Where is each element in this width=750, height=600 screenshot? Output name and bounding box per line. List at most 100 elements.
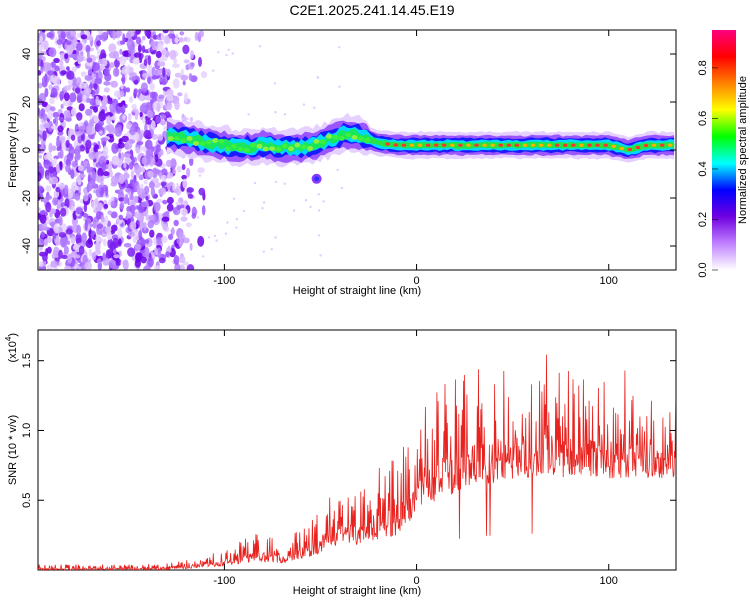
noise-blob bbox=[181, 174, 187, 180]
ridge-peak bbox=[421, 142, 428, 148]
ridge-peak bbox=[250, 142, 256, 148]
colorbar-label: Normalized spectral amplitude bbox=[737, 76, 749, 224]
noise-blob bbox=[162, 30, 169, 34]
noise-blob bbox=[166, 196, 174, 205]
noise-blob bbox=[121, 135, 129, 143]
noise-blob bbox=[72, 254, 81, 259]
noise-blob bbox=[137, 44, 142, 53]
ridge-max bbox=[563, 143, 568, 147]
noise-blob bbox=[118, 102, 123, 108]
noise-blob bbox=[50, 125, 58, 130]
noise-blob bbox=[161, 216, 170, 222]
noise-blob bbox=[78, 245, 85, 255]
noise-blob bbox=[128, 114, 131, 122]
noise-blob bbox=[149, 82, 155, 91]
ridge-max bbox=[660, 143, 665, 147]
noise-blob bbox=[76, 112, 83, 121]
noise-blob bbox=[63, 85, 72, 91]
noise-blob bbox=[148, 181, 155, 189]
noise-blob bbox=[144, 30, 150, 37]
noise-blob bbox=[83, 203, 88, 213]
noise-dot bbox=[198, 174, 202, 177]
noise-blob bbox=[82, 93, 87, 103]
noise-blob bbox=[93, 115, 100, 123]
svg-text:(x104): (x104) bbox=[4, 333, 19, 363]
noise-blob bbox=[191, 212, 197, 219]
noise-dot bbox=[316, 76, 319, 79]
noise-blob bbox=[47, 109, 53, 120]
noise-blob bbox=[79, 82, 87, 89]
noise-blob bbox=[161, 235, 168, 244]
noise-blob bbox=[166, 159, 172, 168]
noise-blob bbox=[145, 119, 153, 125]
noise-blob bbox=[162, 199, 168, 205]
noise-blob bbox=[113, 254, 120, 259]
noise-blob bbox=[187, 193, 194, 199]
noise-blob bbox=[119, 48, 123, 55]
noise-blob bbox=[176, 165, 182, 173]
noise-blob bbox=[64, 184, 69, 195]
colorbar-tick-label: 0.8 bbox=[697, 60, 709, 75]
noise-blob bbox=[48, 84, 53, 90]
noise-blob bbox=[123, 162, 127, 169]
ridge-max bbox=[643, 143, 649, 148]
noise-blob bbox=[65, 139, 70, 148]
noise-blob bbox=[117, 228, 123, 239]
noise-blob bbox=[66, 44, 74, 55]
noise-blob bbox=[189, 157, 194, 167]
noise-blob bbox=[62, 99, 70, 107]
noise-blob bbox=[108, 126, 116, 135]
noise-blob bbox=[44, 87, 49, 98]
noise-blob bbox=[174, 72, 182, 78]
noise-blob bbox=[158, 94, 165, 99]
noise-blob bbox=[183, 181, 188, 189]
noise-blob bbox=[104, 215, 109, 226]
noise-blob bbox=[46, 152, 52, 160]
ridge-max bbox=[458, 143, 463, 147]
noise-blob bbox=[38, 43, 42, 55]
spectrogram-ytick-label: 0 bbox=[21, 147, 33, 153]
noise-blob bbox=[186, 187, 194, 193]
noise-blob bbox=[110, 211, 118, 219]
noise-blob bbox=[118, 238, 122, 247]
noise-blob bbox=[53, 223, 59, 234]
noise-blob bbox=[113, 249, 117, 255]
noise-blob bbox=[56, 39, 63, 45]
noise-blob bbox=[142, 35, 146, 41]
noise-blob bbox=[110, 175, 119, 185]
ridge-max bbox=[450, 143, 455, 147]
noise-blob bbox=[50, 74, 54, 83]
spectrogram-ytick-label: -20 bbox=[21, 190, 33, 206]
noise-blob bbox=[176, 204, 182, 211]
spectrogram-xtick-label: -100 bbox=[213, 275, 235, 287]
noise-dot bbox=[283, 182, 286, 185]
noise-blob bbox=[186, 264, 195, 270]
noise-blob bbox=[95, 242, 101, 253]
noise-blob bbox=[78, 125, 86, 133]
noise-blob bbox=[78, 173, 86, 179]
colorbar: 0.0 0.2 0.4 0.6 0.8 Normalized spectral ampl… bbox=[697, 30, 749, 278]
noise-blob bbox=[136, 184, 141, 196]
noise-blob bbox=[134, 111, 139, 121]
noise-blob bbox=[126, 210, 133, 219]
ridge-peak bbox=[231, 143, 237, 149]
noise-blob bbox=[53, 57, 60, 64]
noise-blob bbox=[114, 126, 123, 137]
noise-blob bbox=[124, 178, 129, 189]
noise-dot bbox=[261, 207, 264, 210]
ridge-peak bbox=[345, 132, 352, 138]
ridge-max bbox=[442, 143, 447, 147]
noise-blob bbox=[105, 112, 113, 118]
noise-blob bbox=[43, 40, 49, 51]
noise-blob bbox=[118, 107, 124, 113]
ridge-max bbox=[668, 143, 673, 147]
noise-blob bbox=[135, 30, 142, 35]
noise-blob bbox=[42, 113, 48, 122]
snr-ylabel: SNR (10 * v/v) bbox=[7, 415, 19, 485]
noise-dot bbox=[247, 113, 250, 116]
noise-blob bbox=[162, 67, 166, 78]
noise-blob bbox=[138, 94, 146, 102]
noise-blob bbox=[188, 73, 193, 81]
noise-blob bbox=[141, 156, 147, 165]
noise-blob bbox=[133, 52, 142, 58]
